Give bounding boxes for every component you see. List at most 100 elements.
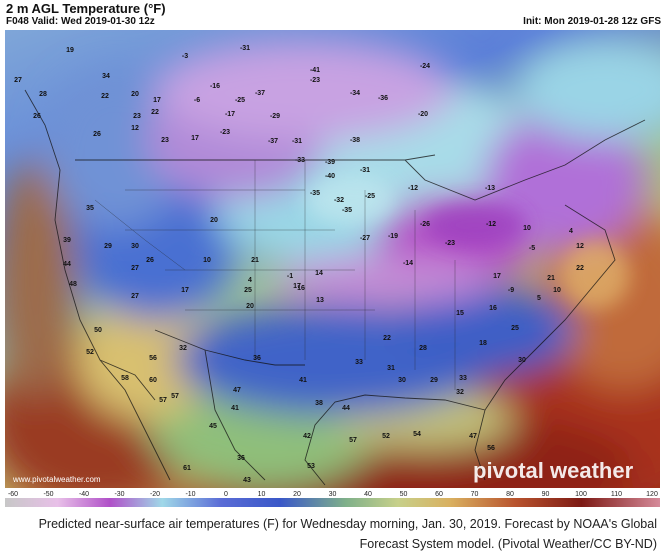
temperature-value: 16 [297, 285, 305, 292]
temperature-value: 54 [413, 431, 421, 438]
temperature-value: 27 [131, 265, 139, 272]
temperature-value: 22 [101, 93, 109, 100]
temperature-value: 20 [131, 91, 139, 98]
temperature-value: 52 [382, 433, 390, 440]
temperature-value: 30 [398, 377, 406, 384]
temperature-value: 41 [231, 405, 239, 412]
scale-tick-label: 80 [506, 491, 514, 498]
temperature-value: 43 [243, 477, 251, 484]
temperature-value: 56 [487, 445, 495, 452]
scale-tick-label: 110 [611, 491, 622, 498]
temperature-value: 33 [459, 375, 467, 382]
temperature-value: 32 [456, 389, 464, 396]
temperature-value: 47 [469, 433, 477, 440]
temperature-value: -31 [292, 138, 302, 145]
temperature-value: 52 [86, 349, 94, 356]
temperature-value: 17 [191, 135, 199, 142]
scale-tick-label: 40 [364, 491, 372, 498]
temperature-value: 5 [537, 295, 541, 302]
scale-tick-label: 30 [329, 491, 337, 498]
temperature-value: -27 [360, 235, 370, 242]
scale-tick-label: 90 [542, 491, 550, 498]
temperature-value: 50 [94, 327, 102, 334]
temperature-value: -41 [310, 67, 320, 74]
temperature-value: 47 [233, 387, 241, 394]
scale-tick-label: -50 [43, 491, 53, 498]
temperature-value: 10 [523, 225, 531, 232]
temperature-value: -9 [508, 287, 514, 294]
credit-url: www.pivotalweather.com [12, 475, 101, 484]
temperature-value: -31 [240, 45, 250, 52]
temperature-value: -17 [225, 111, 235, 118]
temperature-value: -34 [350, 90, 360, 97]
temperature-value: 23 [161, 137, 169, 144]
temperature-color-scale: -60 -50 -40 -30 -20 -10 0 10 20 30 40 50 60 70 80 90 100… [5, 491, 660, 507]
temperature-value: 35 [86, 205, 94, 212]
temperature-value: 19 [66, 47, 74, 54]
temperature-value: 4 [569, 228, 573, 235]
temperature-value: 36 [253, 355, 261, 362]
temperature-value: 48 [69, 281, 77, 288]
temperature-value: -31 [360, 167, 370, 174]
temperature-value: -3 [182, 53, 188, 60]
temperature-value: 29 [430, 377, 438, 384]
temperature-value: 38 [315, 400, 323, 407]
temperature-value: -32 [334, 197, 344, 204]
temperature-value: 17 [153, 97, 161, 104]
watermark: pivotal weather [473, 458, 634, 483]
temperature-value: 28 [39, 91, 47, 98]
temperature-value: 16 [489, 305, 497, 312]
scale-tick-label: 60 [435, 491, 443, 498]
temperature-value: -26 [420, 221, 430, 228]
temperature-value: 44 [342, 405, 350, 412]
temperature-value: 22 [151, 109, 159, 116]
temperature-value: 10 [553, 287, 561, 294]
scale-tick-label: 70 [471, 491, 479, 498]
scale-tick-label: -30 [114, 491, 124, 498]
color-bar [5, 498, 660, 507]
temperature-value: 53 [307, 463, 315, 470]
temperature-value: 10 [203, 257, 211, 264]
map-title: 2 m AGL Temperature (°F) [6, 1, 166, 16]
temperature-value: 28 [419, 345, 427, 352]
temperature-value: 14 [315, 270, 323, 277]
temperature-value: 17 [181, 287, 189, 294]
temperature-value: -6 [194, 97, 200, 104]
weather-map-figure: 2 m AGL Temperature (°F) F048 Valid: Wed… [0, 0, 669, 507]
temperature-value: -36 [378, 95, 388, 102]
temperature-value: 57 [159, 397, 167, 404]
temperature-value: 60 [149, 377, 157, 384]
temperature-value: -38 [350, 137, 360, 144]
temperature-value: 18 [479, 340, 487, 347]
scale-tick-label: -10 [185, 491, 195, 498]
temperature-value: 13 [316, 297, 324, 304]
temperature-value: 22 [576, 265, 584, 272]
init-time: Init: Mon 2019-01-28 12z GFS [523, 16, 661, 27]
scale-tick-label: 50 [400, 491, 408, 498]
temperature-value: 30 [518, 357, 526, 364]
scale-tick-label: 0 [224, 491, 228, 498]
temperature-value: 42 [303, 433, 311, 440]
temperature-value: -37 [268, 138, 278, 145]
temperature-value: 30 [131, 243, 139, 250]
temperature-value: -23 [445, 240, 455, 247]
temperature-value: 23 [133, 113, 141, 120]
scale-tick-label: -40 [79, 491, 89, 498]
temperature-value: 21 [547, 275, 555, 282]
temperature-value: 27 [131, 293, 139, 300]
temperature-value: -5 [529, 245, 535, 252]
caption-line-1: Predicted near-surface air temperatures … [38, 517, 657, 531]
temperature-value: -19 [388, 233, 398, 240]
temperature-value: -1 [287, 273, 293, 280]
temperature-value: -23 [310, 77, 320, 84]
temperature-value: 20 [210, 217, 218, 224]
temperature-value: -25 [365, 193, 375, 200]
map-header: 2 m AGL Temperature (°F) F048 Valid: Wed… [0, 0, 669, 28]
temperature-value: -39 [325, 159, 335, 166]
temperature-value: 4 [248, 277, 252, 284]
figure-caption: Predicted near-surface air temperatures … [0, 514, 669, 554]
scale-tick-label: 120 [646, 491, 658, 498]
temperature-value: 41 [299, 377, 307, 384]
temperature-value: 26 [146, 257, 154, 264]
temperature-value: -40 [325, 173, 335, 180]
